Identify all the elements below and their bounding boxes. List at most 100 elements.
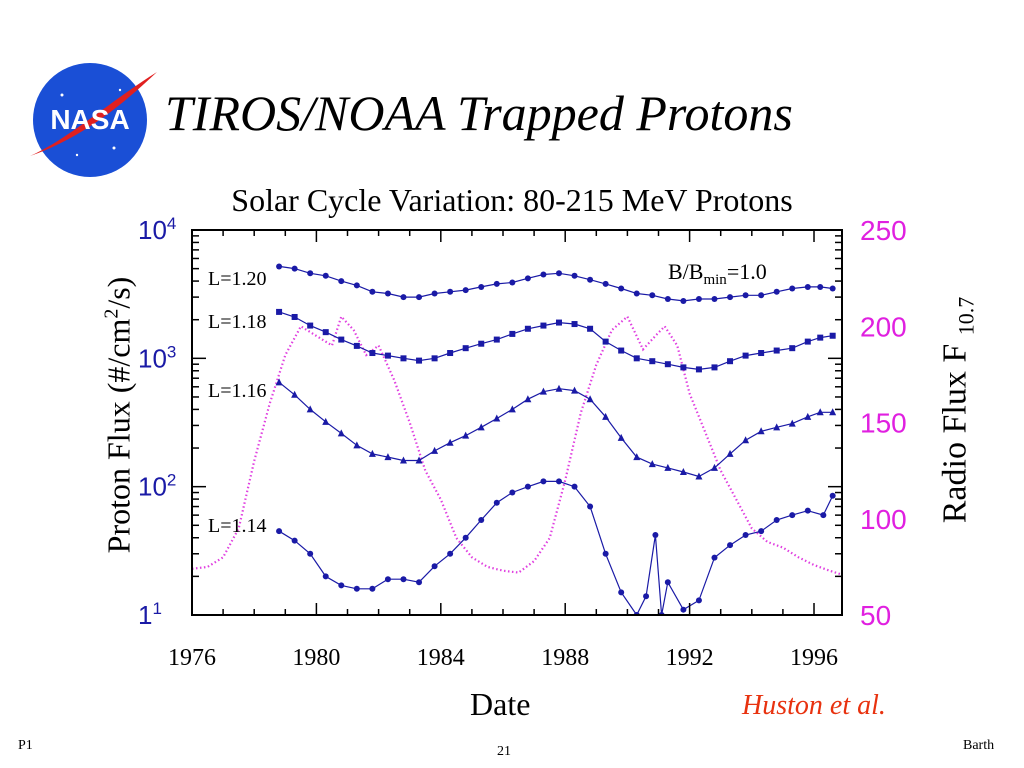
data-point (431, 446, 439, 454)
data-point (462, 345, 469, 352)
x-tick-label: 1984 (417, 645, 465, 671)
data-point (447, 550, 454, 557)
data-point (758, 528, 765, 535)
data-point (602, 280, 609, 287)
data-point (664, 463, 672, 471)
data-point (384, 290, 391, 297)
data-point (337, 429, 345, 437)
data-point (711, 364, 718, 371)
data-point (462, 287, 469, 294)
data-point (726, 449, 734, 457)
data-point (493, 336, 500, 343)
data-point (649, 292, 656, 299)
data-point (680, 606, 687, 613)
data-point (384, 576, 391, 583)
data-point (727, 294, 734, 301)
chart-title: Solar Cycle Variation: 80-215 MeV Proton… (231, 182, 793, 218)
data-point (276, 308, 283, 315)
data-point (540, 322, 547, 329)
data-point (710, 463, 718, 471)
data-point (804, 412, 812, 420)
y2-tick-label: 250 (860, 215, 907, 246)
data-point (415, 456, 423, 464)
data-point (338, 582, 345, 589)
data-point (306, 405, 314, 413)
data-point (711, 295, 718, 302)
x-tick-label: 1996 (790, 645, 838, 671)
data-point (275, 378, 283, 386)
data-point (416, 294, 423, 301)
y-axis-label: Proton Flux (#/cm2/s) (100, 276, 137, 554)
nasa-logo: NASA (30, 63, 157, 177)
x-axis-label: Date (470, 686, 531, 722)
data-point (338, 336, 345, 343)
y-tick-label: 11 (138, 599, 162, 630)
data-point (322, 573, 329, 580)
data-point (695, 472, 703, 480)
data-point (829, 332, 836, 339)
data-point (742, 436, 750, 444)
data-point (571, 321, 578, 328)
plot-frame (191, 229, 843, 616)
data-point (829, 285, 836, 292)
x-tick-label: 1980 (292, 645, 340, 671)
data-point (400, 355, 407, 362)
data-point (789, 512, 796, 519)
data-point (291, 390, 299, 398)
data-point (695, 366, 702, 373)
data-point (276, 263, 283, 270)
data-point (679, 468, 687, 476)
data-point (384, 352, 391, 359)
data-point (773, 288, 780, 295)
data-point (773, 423, 781, 431)
data-point (478, 283, 485, 290)
data-point (353, 585, 360, 592)
data-point (477, 423, 485, 431)
series-line (278, 480, 834, 615)
data-point (648, 460, 656, 468)
data-point (555, 478, 562, 485)
data-point (416, 357, 423, 364)
data-point (447, 350, 454, 357)
data-point (617, 433, 625, 441)
series-L=1.16 (275, 378, 837, 480)
series-L=1.14 (276, 478, 836, 615)
data-point (817, 334, 824, 341)
x-tick-label: 1976 (168, 645, 216, 671)
series-line (278, 381, 833, 478)
data-point (493, 414, 501, 422)
data-point (664, 579, 671, 586)
data-point (555, 270, 562, 277)
data-point (680, 364, 687, 371)
data-point (602, 550, 609, 557)
data-point (711, 554, 718, 561)
data-point (462, 431, 470, 439)
data-point (307, 550, 314, 557)
data-point (322, 272, 329, 279)
citation: Huston et al. (742, 690, 886, 721)
data-point (695, 295, 702, 302)
data-point (509, 489, 516, 496)
slide-title: TIROS/NOAA Trapped Protons (165, 85, 793, 141)
data-point (586, 395, 594, 403)
data-point (524, 395, 532, 403)
data-point (307, 270, 314, 277)
data-point (524, 275, 531, 282)
series-line (278, 311, 833, 371)
data-point (524, 325, 531, 332)
data-point (618, 285, 625, 292)
data-point (447, 288, 454, 295)
data-point (789, 285, 796, 292)
data-point (664, 361, 671, 368)
data-point (416, 579, 423, 586)
data-point (618, 589, 625, 596)
data-point (508, 405, 516, 413)
data-point (758, 292, 765, 299)
data-point (664, 295, 671, 302)
data-point (571, 483, 578, 490)
data-point (431, 563, 438, 570)
x-tick-label: 1988 (541, 645, 589, 671)
data-point (680, 297, 687, 304)
data-point (399, 456, 407, 464)
data-point (493, 499, 500, 506)
